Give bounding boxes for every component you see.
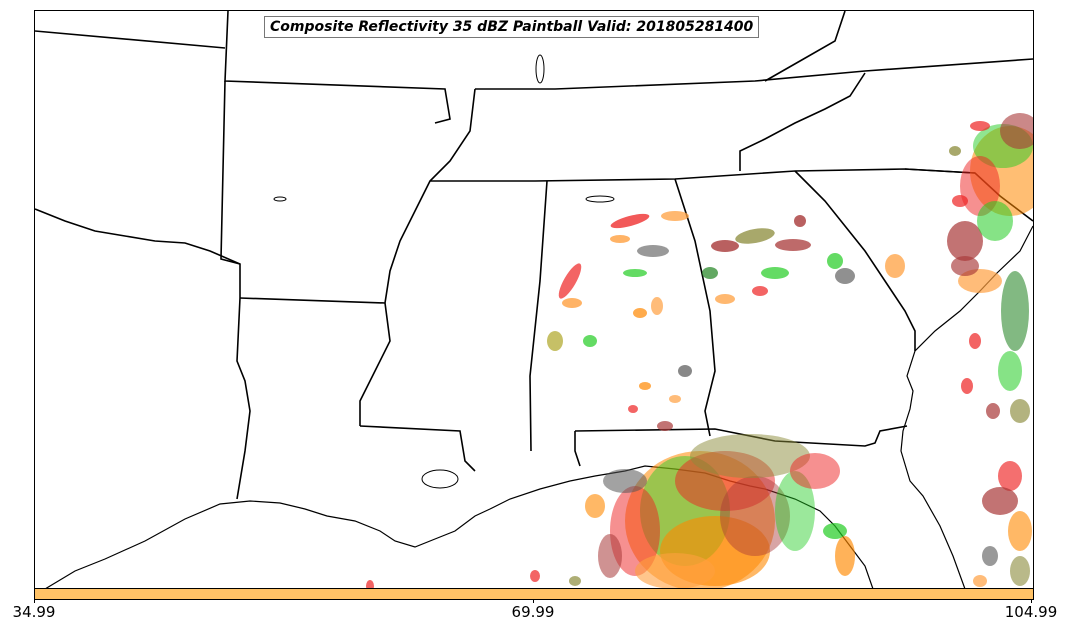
cell (669, 395, 681, 403)
cell (610, 235, 630, 243)
cell (827, 253, 843, 269)
cell (598, 534, 622, 578)
cell (1000, 113, 1033, 149)
cell (1001, 271, 1029, 351)
cell (366, 580, 374, 589)
cell (961, 378, 973, 394)
cell (752, 286, 768, 296)
cell (1010, 556, 1030, 586)
cell (715, 294, 735, 304)
cell (998, 461, 1022, 491)
gulf-coastline (44, 465, 874, 589)
cell (639, 382, 651, 390)
colorbar (34, 588, 1034, 600)
cell (982, 487, 1018, 515)
cell (657, 421, 673, 431)
reflectivity-map (35, 11, 1033, 589)
cell (835, 536, 855, 576)
cell (960, 156, 1000, 216)
cell (530, 570, 540, 582)
cell (678, 365, 692, 377)
cell (1008, 511, 1032, 551)
storm-core (790, 453, 840, 489)
cell (637, 245, 669, 257)
storm-core (603, 469, 647, 493)
paintball-cells (366, 113, 1033, 589)
state-borders (35, 11, 1033, 500)
storm-core (720, 476, 790, 556)
cell (623, 269, 647, 277)
colorbar-tick-label-mid: 69.99 (511, 603, 555, 621)
cell (711, 240, 739, 252)
cell (547, 331, 563, 351)
colorbar-tick-label-min: 34.99 (12, 603, 56, 621)
cell (951, 256, 979, 276)
map-title: Composite Reflectivity 35 dBZ Paintball … (264, 16, 760, 38)
cell (702, 267, 718, 279)
cell (569, 576, 581, 586)
cell (794, 215, 806, 227)
lakes (273, 54, 615, 489)
storm-core (690, 434, 810, 478)
cell (761, 267, 789, 279)
cell (977, 201, 1013, 241)
cell (969, 333, 981, 349)
map-panel: Composite Reflectivity 35 dBZ Paintball … (34, 10, 1034, 590)
cell (949, 146, 961, 156)
cell (982, 546, 998, 566)
cell (1010, 399, 1030, 423)
cell (585, 494, 605, 518)
cell (661, 211, 689, 221)
cell (998, 351, 1022, 391)
colorbar-tick-mark (34, 599, 35, 603)
storm-core (610, 486, 660, 576)
cell (628, 405, 638, 413)
storm-core (775, 471, 815, 551)
cell (947, 221, 983, 261)
cell (610, 213, 650, 229)
cell (583, 335, 597, 347)
cell (986, 403, 1000, 419)
cell (651, 297, 663, 315)
colorbar-tick-label-max: 104.99 (1004, 603, 1058, 621)
cell (562, 298, 582, 308)
cell (973, 575, 987, 587)
storm-core (635, 553, 715, 589)
cell (885, 254, 905, 278)
colorbar-tick-mark (533, 599, 534, 603)
colorbar-tick-mark (1031, 599, 1032, 603)
cell (952, 195, 968, 207)
cell (735, 228, 775, 244)
cell (633, 308, 647, 318)
cell (835, 268, 855, 284)
cell (775, 239, 811, 251)
cell (823, 523, 847, 539)
cell (558, 263, 582, 299)
cell (970, 121, 990, 131)
